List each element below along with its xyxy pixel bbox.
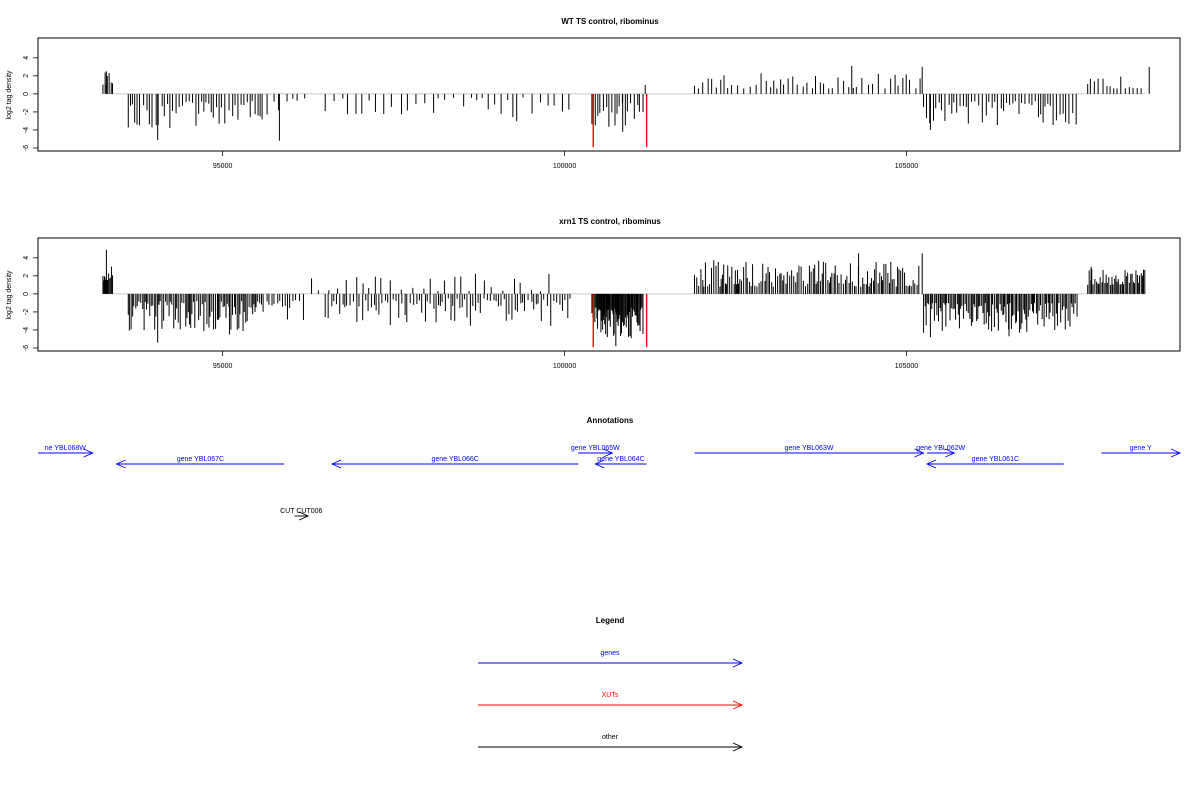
legend-label: genes xyxy=(600,650,620,657)
wt-y-axis: -6 -4 -2 0 2 4 xyxy=(23,56,38,151)
y-tick-label: -6 xyxy=(23,345,30,351)
x-tick-label: 105000 xyxy=(895,363,918,370)
legend-item: genes xyxy=(478,650,744,668)
wt-track-title: WT TS control, ribominus xyxy=(561,17,659,26)
y-tick-label: 4 xyxy=(23,56,30,60)
gene-annotation: gene YBL064C xyxy=(594,456,647,469)
y-tick-label: 2 xyxy=(23,274,30,278)
gene-label: gene YBL066C xyxy=(431,456,478,463)
legend-item: XUTs xyxy=(478,692,744,710)
y-tick-label: -6 xyxy=(23,145,30,151)
legend-panel: Legend genes XUTs other xyxy=(478,616,744,752)
annotations-panel: Annotations ne YBL068W gene YBL067C gene Y… xyxy=(38,416,1182,521)
wt-plot-frame xyxy=(37,37,1181,152)
legend-arrow-head xyxy=(732,742,744,752)
annotations-title: Annotations xyxy=(587,416,634,425)
xrn1-x-axis: 95000 100000 105000 xyxy=(213,351,918,370)
wt-track-ylabel: log2 tag density xyxy=(6,70,13,120)
gene-arrow-head xyxy=(330,459,342,469)
xrn1-y-axis: -6 -4 -2 0 2 4 xyxy=(23,256,38,351)
xrn1-plot-frame xyxy=(37,237,1181,352)
gene-annotation: gene YBL067C xyxy=(115,456,285,469)
gene-arrow-head xyxy=(925,459,937,469)
gene-arrow-head xyxy=(914,448,925,458)
legend-items: genes XUTs other xyxy=(478,650,744,752)
wt-bars xyxy=(102,65,1150,148)
wt-track-panel: WT TS control, ribominus log2 tag densit… xyxy=(6,17,1181,170)
gene-label: gene YBL067C xyxy=(177,456,224,463)
gene-label: gene YBL064C xyxy=(597,456,644,463)
legend-arrow-head xyxy=(732,700,744,710)
y-tick-label: 0 xyxy=(23,92,30,96)
legend-arrow-head xyxy=(732,658,744,668)
legend-label: other xyxy=(602,734,619,741)
gene-label: gene YBL063W xyxy=(785,445,834,452)
x-tick-label: 95000 xyxy=(213,163,233,170)
annotation-features: ne YBL068W gene YBL067C gene YBL066C gene Y… xyxy=(38,445,1182,521)
y-tick-label: 0 xyxy=(23,292,30,296)
gene-label: ne YBL068W xyxy=(45,445,87,452)
gene-annotation: gene YBL066C xyxy=(330,456,579,469)
gene-arrow-head xyxy=(83,448,94,458)
gene-annotation: gene YBL063W xyxy=(694,445,925,458)
gene-annotation: gene YBL065W xyxy=(571,445,620,458)
gene-label: gene YBL061C xyxy=(972,456,1019,463)
xrn1-track-ylabel: log2 tag density xyxy=(6,270,13,320)
other-annotation: CUT CUT006 xyxy=(280,508,323,521)
y-tick-label: -2 xyxy=(23,309,30,315)
y-tick-label: 2 xyxy=(23,74,30,78)
gene-label: gene Y xyxy=(1130,445,1152,452)
legend-item: other xyxy=(478,734,744,752)
wt-x-axis: 95000 100000 105000 xyxy=(213,151,918,170)
x-tick-label: 100000 xyxy=(553,363,576,370)
legend-label: XUTs xyxy=(602,692,619,699)
legend-title: Legend xyxy=(596,616,625,625)
other-arrow-head xyxy=(298,511,310,521)
y-tick-label: -2 xyxy=(23,109,30,115)
gene-arrow-head xyxy=(115,459,126,469)
xrn1-bars xyxy=(102,249,1146,348)
y-tick-label: -4 xyxy=(23,327,30,333)
gene-annotation: gene Y xyxy=(1101,445,1182,458)
y-tick-label: 4 xyxy=(23,256,30,260)
gene-label: gene YBL062W xyxy=(916,445,965,452)
gene-label: gene YBL065W xyxy=(571,445,620,452)
gene-annotation: gene YBL061C xyxy=(925,456,1064,469)
gene-arrow-head xyxy=(945,448,956,458)
xrn1-track-panel: xrn1 TS control, ribominus log2 tag dens… xyxy=(6,217,1181,370)
other-label: CUT CUT006 xyxy=(280,508,322,515)
gene-annotation: gene YBL062W xyxy=(916,445,965,458)
xrn1-track-title: xrn1 TS control, ribominus xyxy=(559,217,661,226)
gene-arrow-head xyxy=(1170,448,1182,458)
x-tick-label: 95000 xyxy=(213,363,233,370)
gene-annotation: ne YBL068W xyxy=(38,445,94,458)
gene-arrow-head xyxy=(603,448,614,458)
x-tick-label: 105000 xyxy=(895,163,918,170)
gene-arrow-head xyxy=(594,459,605,469)
x-tick-label: 100000 xyxy=(553,163,576,170)
y-tick-label: -4 xyxy=(23,127,30,133)
